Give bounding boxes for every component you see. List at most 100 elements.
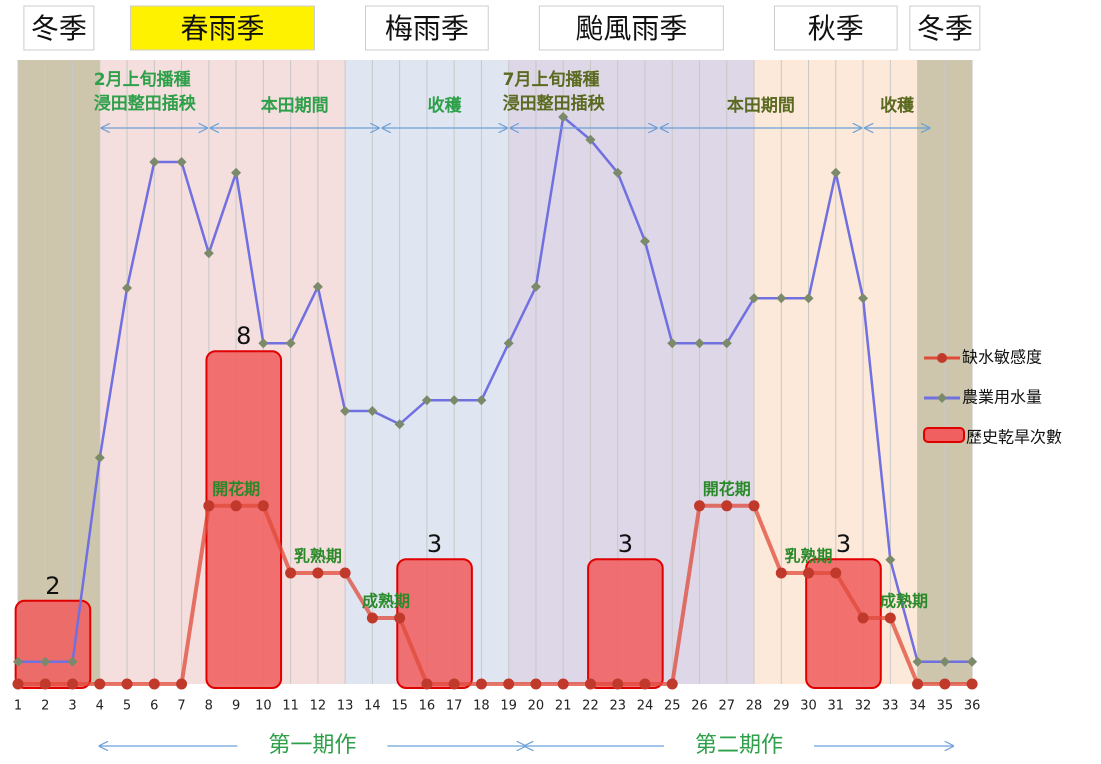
point — [530, 678, 542, 690]
point — [176, 157, 187, 167]
point — [203, 248, 214, 259]
season-label: 梅雨季 — [385, 12, 469, 45]
point — [584, 678, 596, 690]
point — [449, 395, 460, 406]
point — [94, 678, 106, 690]
season-label-box — [538, 5, 724, 51]
point — [803, 567, 815, 579]
season-label: 秋季 — [808, 12, 864, 45]
drought-label: 3 — [427, 530, 442, 558]
legend-swatch — [923, 427, 965, 443]
x-tick-label: 33 — [882, 699, 899, 714]
point — [285, 338, 296, 349]
crop-label: 第一期作 — [268, 733, 356, 758]
period-label: 本田期間 — [727, 95, 795, 116]
point — [803, 293, 814, 304]
x-tick-label: 28 — [746, 699, 763, 714]
point — [857, 612, 869, 624]
season-label: 春雨季 — [180, 12, 264, 45]
point — [394, 612, 406, 624]
point — [94, 452, 105, 463]
x-tick-label: 31 — [828, 699, 845, 714]
legend-marker — [937, 353, 947, 363]
x-tick-label: 7 — [177, 699, 185, 714]
x-tick-label: 25 — [664, 699, 681, 714]
x-tick-label: 6 — [150, 699, 158, 714]
x-tick-label: 14 — [364, 699, 381, 714]
point — [912, 656, 923, 667]
drought-box — [805, 558, 882, 690]
point — [885, 554, 896, 565]
point — [448, 678, 460, 690]
point — [612, 678, 624, 690]
point — [585, 134, 596, 145]
season-label-box — [773, 5, 898, 51]
x-tick-label: 24 — [637, 699, 654, 714]
point — [939, 656, 950, 667]
x-tick-label: 10 — [255, 699, 272, 714]
point — [558, 112, 569, 122]
legend-label: 缺水敏感度 — [962, 348, 1042, 367]
point — [340, 406, 351, 416]
season-label: 冬季 — [31, 12, 87, 45]
point — [530, 281, 541, 292]
x-tick-label: 13 — [337, 699, 354, 714]
period-label: 浸田整田插秧 — [503, 93, 606, 114]
x-tick-label: 16 — [419, 699, 436, 714]
drought-label: 3 — [836, 530, 851, 558]
point — [666, 678, 678, 690]
x-tick-label: 22 — [582, 699, 599, 714]
point — [366, 612, 378, 624]
season-label-box — [365, 5, 489, 51]
point — [285, 567, 297, 579]
point — [721, 338, 732, 349]
point — [639, 236, 650, 247]
point — [967, 656, 978, 667]
point — [775, 567, 787, 579]
period-label: 收穫 — [880, 95, 915, 116]
season-label-box — [23, 5, 95, 51]
period-label: 收穫 — [428, 95, 463, 116]
drought-box — [396, 558, 473, 690]
stage-label: 成熟期 — [880, 592, 928, 611]
drought-label: 3 — [618, 530, 633, 558]
period-label: 2月上旬播種 — [94, 69, 191, 90]
point — [858, 293, 869, 304]
point — [39, 678, 51, 690]
point — [612, 167, 623, 178]
x-tick-label: 15 — [391, 699, 408, 714]
x-tick-label: 5 — [123, 699, 131, 714]
point — [67, 678, 79, 690]
season-label: 颱風雨季 — [575, 12, 687, 45]
point — [884, 612, 896, 624]
point — [394, 419, 405, 430]
point — [912, 678, 924, 690]
period-label: 浸田整田插秧 — [94, 93, 197, 114]
point — [312, 281, 323, 292]
point — [503, 338, 514, 349]
x-tick-label: 4 — [96, 699, 104, 714]
point — [776, 293, 787, 304]
point — [367, 406, 378, 416]
point — [67, 656, 78, 667]
point — [122, 283, 133, 293]
x-tick-label: 18 — [473, 699, 490, 714]
legend-label: 農業用水量 — [962, 388, 1042, 407]
stage-label: 開花期 — [703, 479, 751, 498]
x-tick-label: 8 — [205, 699, 213, 714]
x-tick-label: 17 — [446, 699, 463, 714]
x-tick-label: 2 — [41, 699, 49, 714]
season-label-box — [129, 5, 315, 51]
x-tick-label: 11 — [282, 699, 299, 714]
point — [939, 678, 951, 690]
stage-label: 開花期 — [212, 479, 260, 498]
point — [721, 500, 733, 512]
x-tick-label: 3 — [68, 699, 76, 714]
x-tick-label: 21 — [555, 699, 572, 714]
point — [830, 567, 842, 579]
point — [421, 678, 433, 690]
point — [231, 167, 242, 178]
point — [557, 678, 569, 690]
point — [312, 567, 324, 579]
